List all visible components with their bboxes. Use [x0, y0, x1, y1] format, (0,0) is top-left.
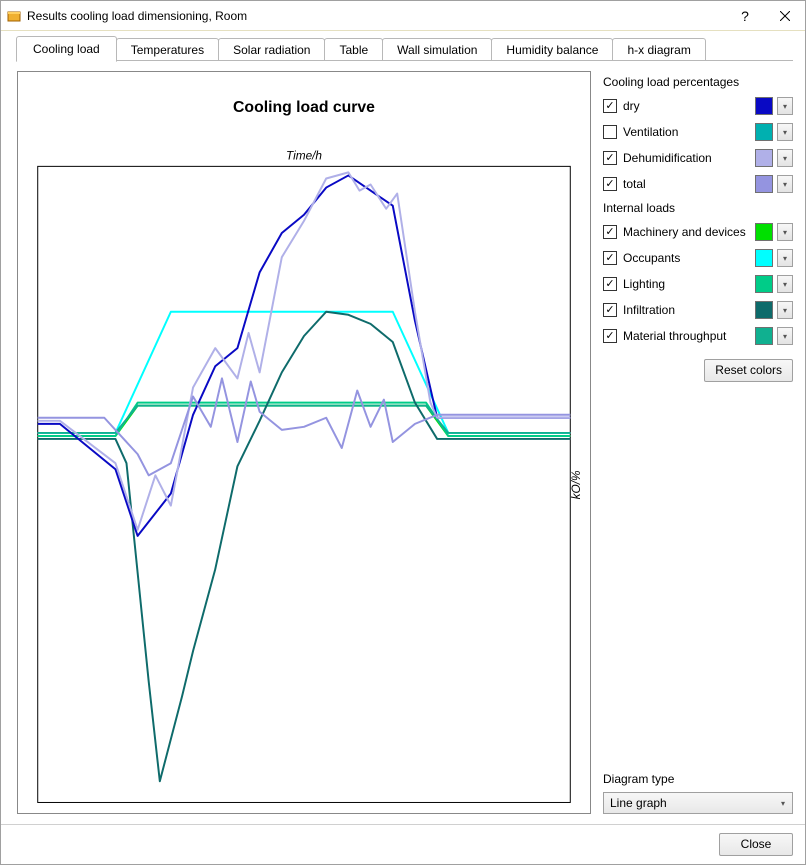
legend-color-dropdown-dry[interactable]: ▾ — [777, 97, 793, 115]
tab-solar-radiation[interactable]: Solar radiation — [218, 38, 325, 61]
legend-group-header: Cooling load percentages — [603, 75, 793, 89]
legend-color-dropdown-occupants[interactable]: ▾ — [777, 249, 793, 267]
legend-checkbox-dry[interactable]: ✓ — [603, 99, 617, 113]
titlebar: Results cooling load dimensioning, Room … — [1, 1, 805, 31]
reset-colors-button[interactable]: Reset colors — [704, 359, 793, 382]
legend-swatch-lighting[interactable] — [755, 275, 773, 293]
app-icon — [7, 9, 21, 23]
legend-color-dropdown-dehumidification[interactable]: ▾ — [777, 149, 793, 167]
series-line-infiltration — [38, 312, 571, 782]
legend-row-total: ✓ total ▾ — [603, 171, 793, 197]
chevron-down-icon: ▾ — [774, 799, 792, 808]
legend-label-dehumidification: Dehumidification — [623, 151, 751, 165]
legend-row-material: ✓ Material throughput ▾ — [603, 323, 793, 349]
legend-checkbox-machinery[interactable]: ✓ — [603, 225, 617, 239]
legend-color-dropdown-total[interactable]: ▾ — [777, 175, 793, 193]
diagram-type-label: Diagram type — [603, 772, 793, 786]
tab-humidity-balance[interactable]: Humidity balance — [491, 38, 613, 61]
legend-label-ventilation: Ventilation — [623, 125, 751, 139]
legend-group-header: Internal loads — [603, 201, 793, 215]
legend-row-infiltration: ✓ Infiltration ▾ — [603, 297, 793, 323]
legend-label-lighting: Lighting — [623, 277, 751, 291]
legend-swatch-material[interactable] — [755, 327, 773, 345]
legend-row-lighting: ✓ Lighting ▾ — [603, 271, 793, 297]
legend-swatch-dehumidification[interactable] — [755, 149, 773, 167]
legend-label-material: Material throughput — [623, 329, 751, 343]
legend-row-dehumidification: ✓ Dehumidification ▾ — [603, 145, 793, 171]
legend-color-dropdown-ventilation[interactable]: ▾ — [777, 123, 793, 141]
legend-color-dropdown-material[interactable]: ▾ — [777, 327, 793, 345]
legend-label-infiltration: Infiltration — [623, 303, 751, 317]
chart-frame — [38, 166, 571, 802]
close-window-button[interactable] — [765, 1, 805, 30]
legend-label-occupants: Occupants — [623, 251, 751, 265]
legend-checkbox-material[interactable]: ✓ — [603, 329, 617, 343]
tab-h-x-diagram[interactable]: h-x diagram — [612, 38, 705, 61]
side-panel: Cooling load percentages✓dry▾Ventilation… — [603, 71, 793, 814]
legend-checkbox-lighting[interactable]: ✓ — [603, 277, 617, 291]
tab-table[interactable]: Table — [324, 38, 383, 61]
legend-swatch-machinery[interactable] — [755, 223, 773, 241]
diagram-type-combo[interactable]: Line graph ▾ — [603, 792, 793, 814]
content: Cooling load curve Time/h kO/% Cooling l… — [17, 71, 793, 814]
legend-row-occupants: ✓ Occupants ▾ — [603, 245, 793, 271]
close-button[interactable]: Close — [719, 833, 793, 856]
legend-checkbox-ventilation[interactable] — [603, 125, 617, 139]
series-line-dry — [38, 175, 571, 535]
chart-panel: Cooling load curve Time/h kO/% — [17, 71, 591, 814]
legend-row-machinery: ✓ Machinery and devices ▾ — [603, 219, 793, 245]
help-button[interactable]: ? — [725, 1, 765, 30]
legend-checkbox-total[interactable]: ✓ — [603, 177, 617, 191]
legend-swatch-dry[interactable] — [755, 97, 773, 115]
legend-swatch-infiltration[interactable] — [755, 301, 773, 319]
legend-color-dropdown-infiltration[interactable]: ▾ — [777, 301, 793, 319]
chart-y-label: kO/% — [569, 470, 583, 499]
chart-title: Cooling load curve — [233, 99, 375, 116]
legend-color-dropdown-machinery[interactable]: ▾ — [777, 223, 793, 241]
legend-row-dry: ✓ dry ▾ — [603, 93, 793, 119]
legend-swatch-occupants[interactable] — [755, 249, 773, 267]
legend-label-total: total — [623, 177, 751, 191]
legend-checkbox-dehumidification[interactable]: ✓ — [603, 151, 617, 165]
legend-label-machinery: Machinery and devices — [623, 225, 751, 239]
legend-swatch-ventilation[interactable] — [755, 123, 773, 141]
tab-temperatures[interactable]: Temperatures — [116, 38, 219, 61]
tab-cooling-load[interactable]: Cooling load — [16, 36, 117, 62]
chart-svg: Cooling load curve Time/h kO/% — [18, 72, 590, 813]
footer: Close — [1, 824, 805, 864]
tab-wall-simulation[interactable]: Wall simulation — [382, 38, 492, 61]
legend-color-dropdown-lighting[interactable]: ▾ — [777, 275, 793, 293]
chart-x-label: Time/h — [286, 148, 322, 162]
tabs-row: Cooling loadTemperaturesSolar radiationT… — [1, 31, 805, 61]
legend-swatch-total[interactable] — [755, 175, 773, 193]
legend-row-ventilation: Ventilation ▾ — [603, 119, 793, 145]
legend-checkbox-infiltration[interactable]: ✓ — [603, 303, 617, 317]
diagram-type-selected: Line graph — [604, 796, 774, 810]
window-title: Results cooling load dimensioning, Room — [27, 9, 725, 23]
legend-container: Cooling load percentages✓dry▾Ventilation… — [603, 71, 793, 349]
series-line-material — [38, 406, 571, 433]
close-icon — [780, 11, 790, 21]
body: Cooling load curve Time/h kO/% Cooling l… — [1, 61, 805, 824]
legend-checkbox-occupants[interactable]: ✓ — [603, 251, 617, 265]
legend-label-dry: dry — [623, 99, 751, 113]
chart-series-group — [38, 172, 571, 781]
window-root: Results cooling load dimensioning, Room … — [0, 0, 806, 865]
